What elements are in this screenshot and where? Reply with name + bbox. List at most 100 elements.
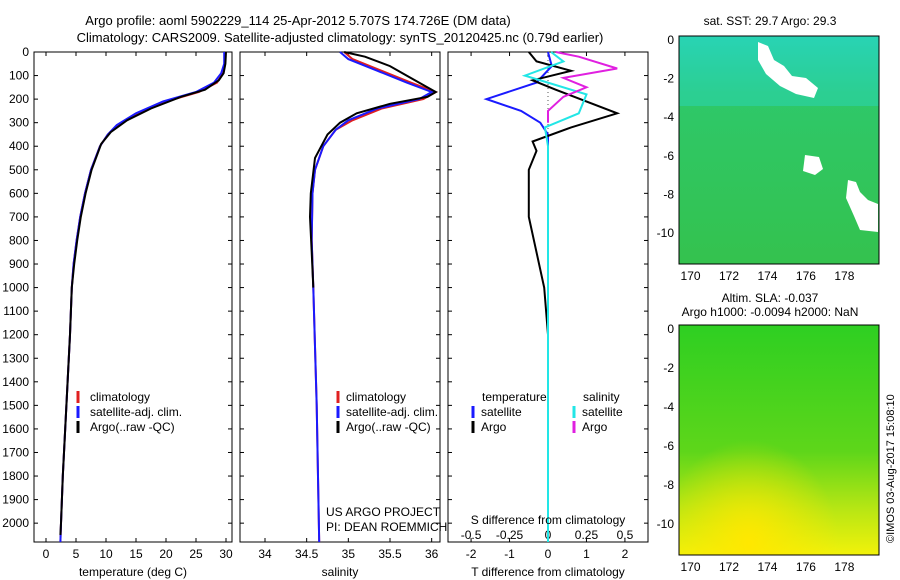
map-x-tick-label: 172 <box>719 269 739 283</box>
x-tick-label: 35.5 <box>378 547 402 561</box>
map-y-tick-label: -2 <box>663 361 674 375</box>
figure-title-line2: Climatology: CARS2009. Satellite-adjuste… <box>77 30 604 45</box>
x-tick-label: 2 <box>622 547 629 561</box>
series-line-climatology <box>310 51 439 543</box>
project-label: US ARGO PROJECT <box>326 505 441 519</box>
legend-label-climatology: climatology <box>90 390 150 404</box>
legend-label-t-argo: Argo <box>481 420 507 434</box>
x-tick-label: 5 <box>73 547 80 561</box>
legend-label-climatology: climatology <box>346 390 406 404</box>
s-diff-tick-label: -0.25 <box>496 528 524 542</box>
series-line-argo <box>59 51 227 535</box>
legend-title-temperature: temperature <box>482 390 547 404</box>
sst-map-frame <box>678 35 880 265</box>
s-diff-tick-label: 0.25 <box>575 528 599 542</box>
legend-label-s-satellite: satellite <box>582 405 623 419</box>
map-x-tick-label: 170 <box>681 269 701 283</box>
series-line-argo <box>308 51 438 288</box>
temperature-legend: climatology satellite-adj. clim. Argo(..… <box>76 390 182 434</box>
map-y-tick-label: -6 <box>663 439 674 453</box>
legend-label-satellite: satellite-adj. clim. <box>90 405 182 419</box>
x-tick-label: -1 <box>504 547 515 561</box>
depth-tick-label: 2000 <box>2 516 29 530</box>
x-tick-label: 25 <box>189 547 203 561</box>
depth-tick-label: 1400 <box>2 375 29 389</box>
legend-label-argo: Argo(..raw -QC) <box>90 420 175 434</box>
map-y-tick-label: -8 <box>663 187 674 201</box>
salinity-legend: climatology satellite-adj. clim. Argo(..… <box>326 390 447 534</box>
salinity-xlabel: salinity <box>322 565 359 579</box>
s-diff-tick-label: -0.5 <box>461 528 482 542</box>
x-tick-label: 10 <box>99 547 113 561</box>
series-line-s-argo <box>547 51 618 123</box>
sla-map-title-line1: Altim. SLA: -0.037 <box>722 291 819 305</box>
pi-label: PI: DEAN ROEMMICH <box>326 520 447 534</box>
series-line-satellite <box>310 51 435 543</box>
x-tick-label: 15 <box>129 547 143 561</box>
x-tick-label: 0 <box>43 547 50 561</box>
s-difference-label: S difference from climatology <box>471 513 626 527</box>
map-y-tick-label: -2 <box>663 72 674 86</box>
depth-tick-label: 1200 <box>2 328 29 342</box>
figure-title-line1: Argo profile: aoml 5902229_114 25-Apr-20… <box>85 13 510 28</box>
map-y-tick-label: 0 <box>667 322 674 336</box>
depth-tick-label: 1700 <box>2 445 29 459</box>
sla-map-frame <box>678 324 880 556</box>
depth-tick-label: 700 <box>9 210 29 224</box>
map-y-tick-label: -4 <box>663 400 674 414</box>
sla-map <box>678 324 880 556</box>
depth-tick-label: 200 <box>9 92 29 106</box>
depth-tick-label: 1300 <box>2 351 29 365</box>
legend-label-satellite: satellite-adj. clim. <box>346 405 438 419</box>
series-line-t-satellite <box>483 51 553 542</box>
map-x-tick-label: 176 <box>796 560 816 574</box>
map-x-tick-label: 174 <box>757 560 777 574</box>
s-diff-tick-label: 0.5 <box>617 528 634 542</box>
depth-tick-label: 500 <box>9 163 29 177</box>
map-x-tick-label: 170 <box>681 560 701 574</box>
map-x-tick-label: 172 <box>719 560 739 574</box>
series-line-climatology <box>59 52 226 543</box>
map-x-tick-label: 176 <box>796 269 816 283</box>
sst-cloud-mask <box>803 155 823 175</box>
x-tick-label: 30 <box>219 547 233 561</box>
temperature-panel <box>33 51 233 543</box>
map-y-tick-label: -10 <box>657 517 675 531</box>
depth-tick-label: 400 <box>9 139 29 153</box>
x-tick-label: 20 <box>159 547 173 561</box>
map-y-tick-label: 0 <box>667 33 674 47</box>
legend-title-salinity: salinity <box>583 390 620 404</box>
depth-tick-label: 1800 <box>2 469 29 483</box>
depth-tick-label: 1900 <box>2 493 29 507</box>
map-x-tick-label: 174 <box>757 269 777 283</box>
depth-tick-label: 900 <box>9 257 29 271</box>
sst-cloud-mask <box>758 42 818 98</box>
legend-label-s-argo: Argo <box>582 420 608 434</box>
map-y-tick-label: -10 <box>657 226 675 240</box>
depth-tick-label: 300 <box>9 116 29 130</box>
x-tick-label: 0 <box>545 547 552 561</box>
map-x-tick-label: 178 <box>834 560 854 574</box>
sst-map-title: sat. SST: 29.7 Argo: 29.3 <box>704 14 837 28</box>
x-tick-label: -2 <box>466 547 477 561</box>
x-tick-label: 1 <box>583 547 590 561</box>
imos-credit: ©IMOS 03-Aug-2017 15:08:10 <box>885 394 897 543</box>
depth-tick-label: 1500 <box>2 398 29 412</box>
difference-legend: temperature salinity satellite Argo sate… <box>471 390 623 434</box>
depth-tick-label: 1600 <box>2 422 29 436</box>
t-difference-xlabel: T difference from climatology <box>471 565 625 579</box>
map-y-tick-label: -4 <box>663 110 674 124</box>
legend-label-argo: Argo(..raw -QC) <box>346 420 431 434</box>
series-line-satellite <box>59 52 226 543</box>
depth-tick-label: 100 <box>9 69 29 83</box>
sst-cloud-mask <box>846 180 878 232</box>
legend-label-t-satellite: satellite <box>481 405 522 419</box>
sst-map <box>678 35 880 265</box>
x-tick-label: 36 <box>425 547 439 561</box>
x-tick-label: 35 <box>342 547 356 561</box>
depth-tick-label: 0 <box>22 45 29 59</box>
map-x-tick-label: 178 <box>834 269 854 283</box>
temperature-xlabel: temperature (deg C) <box>79 565 187 579</box>
depth-tick-label: 800 <box>9 233 29 247</box>
